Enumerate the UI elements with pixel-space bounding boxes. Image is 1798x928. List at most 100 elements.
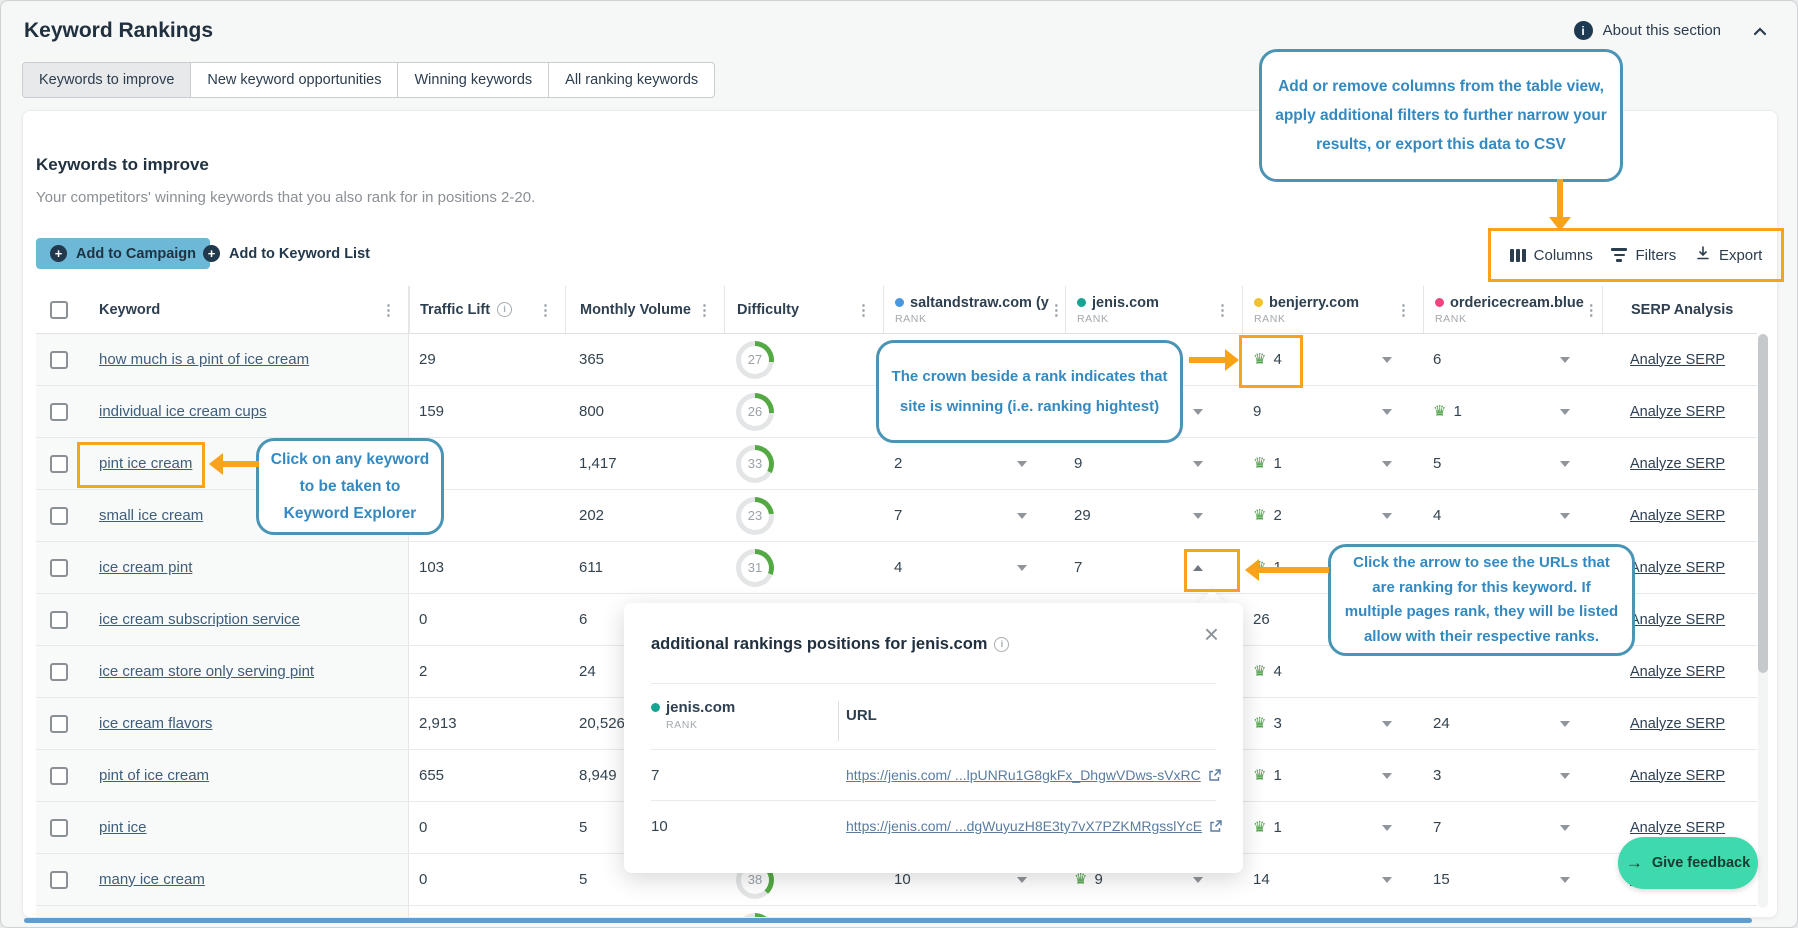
rank-expand-caret[interactable] xyxy=(1193,564,1203,571)
tab-new-keyword-opportunities[interactable]: New keyword opportunities xyxy=(190,63,397,97)
external-link-icon[interactable] xyxy=(1209,819,1222,833)
external-link-icon[interactable] xyxy=(1208,768,1221,782)
rank-expand-caret[interactable] xyxy=(1017,460,1027,467)
popover-url-header: URL xyxy=(846,707,877,724)
ranking-url-link[interactable]: https://jenis.com/ ...dgWuyuzH8E3ty7vX7P… xyxy=(846,818,1203,834)
analyze-serp-link[interactable]: Analyze SERP xyxy=(1630,403,1726,420)
analyze-serp-link[interactable]: Analyze SERP xyxy=(1630,663,1726,680)
analyze-serp-link[interactable]: Analyze SERP xyxy=(1630,351,1726,368)
kebab-menu-icon[interactable]: ⋮ xyxy=(697,301,712,319)
about-this-section[interactable]: i About this section xyxy=(1573,21,1767,40)
tab-keywords-to-improve[interactable]: Keywords to improve xyxy=(23,63,191,97)
row-checkbox[interactable] xyxy=(50,402,68,421)
rank-expand-caret[interactable] xyxy=(1560,512,1570,519)
rank-expand-caret[interactable] xyxy=(1193,408,1203,415)
header-monthly-volume-label: Monthly Volume xyxy=(580,301,691,318)
download-icon xyxy=(1695,245,1711,265)
rank-expand-caret[interactable] xyxy=(1382,824,1392,831)
keyword-link[interactable]: ice cream subscription service xyxy=(99,611,300,628)
keyword-link[interactable]: pint of ice cream xyxy=(99,767,210,784)
analyze-serp-link[interactable]: Analyze SERP xyxy=(1630,507,1726,524)
analyze-serp-link[interactable]: Analyze SERP xyxy=(1630,715,1726,732)
section-subtitle: Your competitors' winning keywords that … xyxy=(36,189,536,206)
rank-expand-caret[interactable] xyxy=(1560,720,1570,727)
kebab-menu-icon[interactable]: ⋮ xyxy=(1396,301,1411,319)
info-icon[interactable]: i xyxy=(497,302,513,317)
row-checkbox[interactable] xyxy=(50,506,68,525)
rank-expand-caret[interactable] xyxy=(1382,720,1392,727)
row-checkbox[interactable] xyxy=(50,558,68,577)
rank-expand-caret[interactable] xyxy=(1560,356,1570,363)
keyword-link[interactable]: pint ice cream xyxy=(99,455,193,472)
keyword-link[interactable]: many ice cream xyxy=(99,871,205,888)
filters-button[interactable]: Filters xyxy=(1611,247,1676,264)
rank-expand-caret[interactable] xyxy=(1193,876,1203,883)
analyze-serp-link[interactable]: Analyze SERP xyxy=(1630,767,1726,784)
keyword-link[interactable]: ice cream pint xyxy=(99,559,193,576)
traffic-lift-value: 29 xyxy=(419,351,436,368)
keyword-link[interactable]: individual ice cream cups xyxy=(99,403,267,420)
arrow-down xyxy=(1557,179,1563,217)
analyze-serp-link[interactable]: Analyze SERP xyxy=(1630,819,1726,836)
rank-expand-caret[interactable] xyxy=(1560,408,1570,415)
columns-button[interactable]: Columns xyxy=(1509,247,1593,264)
rank-cell: ♛ 9 xyxy=(1065,854,1242,905)
rank-expand-caret[interactable] xyxy=(1560,876,1570,883)
add-to-keyword-list-button[interactable]: + Add to Keyword List xyxy=(203,238,370,269)
rank-expand-caret[interactable] xyxy=(1382,876,1392,883)
tab-all-ranking-keywords[interactable]: All ranking keywords xyxy=(548,63,714,97)
select-all-checkbox[interactable] xyxy=(50,300,68,319)
rank-expand-caret[interactable] xyxy=(1017,876,1027,883)
rank-value: 15 xyxy=(1433,871,1450,888)
horizontal-scrollbar[interactable] xyxy=(24,918,1752,923)
rank-expand-caret[interactable] xyxy=(1382,460,1392,467)
analyze-serp-link[interactable]: Analyze SERP xyxy=(1630,559,1726,576)
analyze-serp-link[interactable]: Analyze SERP xyxy=(1630,611,1726,628)
tab-winning-keywords[interactable]: Winning keywords xyxy=(397,63,548,97)
keyword-link[interactable]: how much is a pint of ice cream xyxy=(99,351,310,368)
keyword-link[interactable]: ice cream flavors xyxy=(99,715,213,732)
row-checkbox[interactable] xyxy=(50,454,68,473)
give-feedback-button[interactable]: → Give feedback xyxy=(1618,837,1758,889)
keyword-link[interactable]: ice cream store only serving pint xyxy=(99,663,315,680)
competitor-name: jenis.com xyxy=(1092,294,1159,311)
rank-expand-caret[interactable] xyxy=(1017,564,1027,571)
row-checkbox[interactable] xyxy=(50,714,68,733)
kebab-menu-icon[interactable]: ⋮ xyxy=(538,301,553,319)
rank-expand-caret[interactable] xyxy=(1017,512,1027,519)
arrow-left2-head xyxy=(1245,559,1259,581)
kebab-menu-icon[interactable]: ⋮ xyxy=(856,301,871,319)
export-button[interactable]: Export xyxy=(1695,245,1762,265)
rank-expand-caret[interactable] xyxy=(1560,772,1570,779)
row-checkbox[interactable] xyxy=(50,766,68,785)
rank-expand-caret[interactable] xyxy=(1382,408,1392,415)
rank-expand-caret[interactable] xyxy=(1382,772,1392,779)
info-icon[interactable]: i xyxy=(994,637,1010,652)
close-icon[interactable]: × xyxy=(1203,619,1219,649)
competitor-dot xyxy=(1254,298,1263,307)
row-checkbox[interactable] xyxy=(50,662,68,681)
kebab-menu-icon[interactable]: ⋮ xyxy=(381,301,396,319)
rank-expand-caret[interactable] xyxy=(1382,512,1392,519)
row-checkbox[interactable] xyxy=(50,610,68,629)
vertical-scrollbar-thumb[interactable] xyxy=(1758,334,1768,673)
rank-expand-caret[interactable] xyxy=(1382,356,1392,363)
row-checkbox[interactable] xyxy=(50,818,68,837)
analyze-serp-link[interactable]: Analyze SERP xyxy=(1630,455,1726,472)
rank-expand-caret[interactable] xyxy=(1193,460,1203,467)
kebab-menu-icon[interactable]: ⋮ xyxy=(1048,301,1064,319)
rank-expand-caret[interactable] xyxy=(1193,512,1203,519)
row-checkbox[interactable] xyxy=(50,350,68,369)
columns-callout: Add or remove columns from the table vie… xyxy=(1259,49,1623,182)
chevron-up-icon[interactable] xyxy=(1753,26,1767,36)
kebab-menu-icon[interactable]: ⋮ xyxy=(1583,301,1599,319)
ranking-url-link[interactable]: https://jenis.com/ ...lpUNRu1G8gkFx_Dhgw… xyxy=(846,767,1201,783)
rank-expand-caret[interactable] xyxy=(1560,460,1570,467)
keyword-link[interactable]: small ice cream xyxy=(99,507,204,524)
kebab-menu-icon[interactable]: ⋮ xyxy=(1215,301,1230,319)
difficulty-donut: 27 xyxy=(736,340,774,379)
row-checkbox[interactable] xyxy=(50,870,68,889)
add-to-campaign-button[interactable]: + Add to Campaign xyxy=(36,238,211,269)
rank-expand-caret[interactable] xyxy=(1560,824,1570,831)
keyword-link[interactable]: pint ice xyxy=(99,819,147,836)
